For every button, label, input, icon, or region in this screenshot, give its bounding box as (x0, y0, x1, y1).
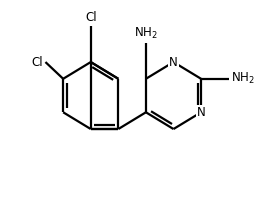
Text: Cl: Cl (85, 11, 97, 24)
Text: Cl: Cl (32, 56, 43, 69)
Text: N: N (169, 56, 178, 69)
Text: N: N (197, 106, 206, 119)
Text: NH$_2$: NH$_2$ (231, 71, 255, 86)
Text: NH$_2$: NH$_2$ (134, 26, 158, 41)
